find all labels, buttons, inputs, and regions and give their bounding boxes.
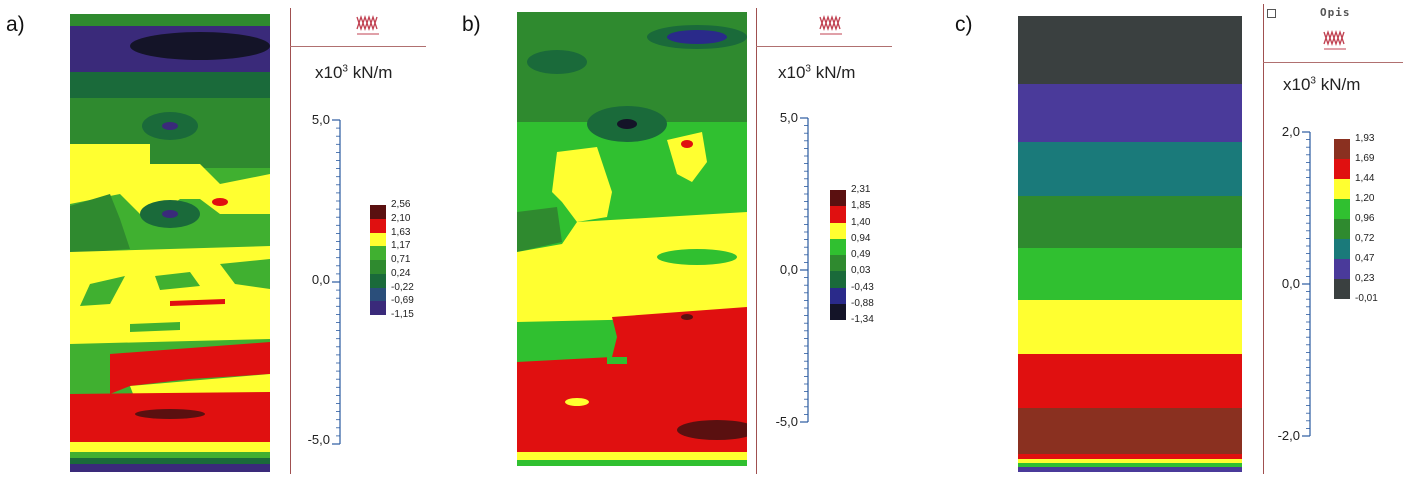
legend-value: 1,93: [1355, 133, 1375, 144]
legend-swatch: [830, 222, 846, 239]
legend-swatch: [1334, 239, 1350, 259]
legend-value: 2,10: [391, 212, 411, 224]
legend-value: 0,94: [851, 232, 871, 244]
legend-swatch: [830, 238, 846, 255]
legend-swatch: [830, 190, 846, 207]
legend-value: 0,24: [391, 267, 411, 279]
legend-swatch: [370, 273, 386, 288]
legend-swatch: [830, 255, 846, 272]
panel-c-header-line: [1263, 62, 1403, 63]
panel-c-legend: 1,93 1,69 1,44 1,20 0,96 0,72 0,47 0,23 -0,01: [1334, 133, 1394, 304]
legend-value: 0,49: [851, 249, 871, 260]
legend-value: 1,20: [1355, 193, 1375, 204]
legend-swatch: [370, 218, 386, 233]
legend-value: 0,03: [851, 265, 871, 277]
axis-tick-label: 5,0: [311, 112, 330, 127]
legend-swatch: [1334, 259, 1350, 279]
panel-c-contour-map: [1018, 16, 1242, 472]
panel-c-units: x103 kN/m: [1283, 75, 1361, 94]
panel-b-units: x103 kN/m: [778, 63, 856, 82]
legend-swatch: [370, 287, 386, 302]
panel-b-header-line: [756, 46, 892, 47]
legend-swatch: [370, 246, 386, 260]
panel-a-header-line: [290, 46, 426, 47]
panel-c-axis: 2,0 0,0 -2,0: [1270, 124, 1330, 444]
zigzag-symbol-icon: [818, 11, 844, 37]
panel-c-header: Opis: [1320, 6, 1351, 19]
collapse-box-icon[interactable]: [1267, 9, 1276, 18]
panel-a-contour-map: [70, 14, 270, 472]
legend-value: -1,15: [391, 309, 414, 320]
legend-swatch: [370, 232, 386, 247]
panel-b-axis: 5,0 0,0 -5,0: [768, 110, 828, 430]
legend-value: -0,22: [391, 281, 414, 293]
axis-tick-label: 0,0: [1281, 276, 1300, 291]
legend-swatch: [1334, 199, 1350, 219]
legend-swatch: [1334, 219, 1350, 239]
legend-value: -0,43: [851, 281, 874, 293]
panel-a-divider: [290, 8, 291, 474]
legend-value: 1,40: [851, 216, 871, 228]
panel-b-legend: 2,31 1,85 1,40 0,94 0,49 0,03 -0,43 -0,88 -1,34: [830, 184, 890, 325]
legend-swatch: [1334, 279, 1350, 299]
legend-value: 0,47: [1355, 253, 1375, 264]
legend-swatch: [370, 205, 386, 219]
legend-value: 0,71: [391, 254, 411, 265]
legend-swatch: [370, 301, 386, 315]
legend-value: 1,44: [1355, 173, 1375, 184]
legend-swatch: [1334, 179, 1350, 199]
legend-value: 0,23: [1355, 273, 1375, 284]
panel-a-units: x103 kN/m: [315, 63, 393, 82]
legend-swatch: [1334, 139, 1350, 159]
legend-swatch: [830, 271, 846, 288]
legend-swatch: [830, 287, 846, 304]
legend-value: 1,17: [391, 240, 411, 252]
legend-value: -0,88: [851, 297, 874, 309]
panel-a-legend: 2,56 2,10 1,63 1,17 0,71 0,24 -0,22 -0,69 -1,15: [370, 199, 430, 320]
legend-swatch: [1334, 159, 1350, 179]
legend-value: 0,96: [1355, 213, 1375, 224]
panel-c-divider: [1263, 4, 1264, 474]
legend-value: -1,34: [851, 314, 874, 325]
legend-value: 1,69: [1355, 153, 1375, 164]
legend-value: 1,63: [391, 226, 411, 238]
panel-b-contour-map: [517, 12, 747, 472]
panel-c-label: c): [955, 13, 973, 36]
legend-value: -0,01: [1355, 293, 1378, 304]
axis-tick-label: -5,0: [775, 414, 798, 429]
zigzag-symbol-icon: [355, 11, 381, 37]
panel-b-divider: [756, 8, 757, 474]
legend-value: -0,69: [391, 295, 414, 307]
axis-tick-label: 0,0: [311, 272, 330, 287]
axis-tick-label: 5,0: [779, 110, 798, 125]
zigzag-symbol-icon: [1322, 26, 1348, 52]
legend-value: 1,85: [851, 200, 871, 212]
axis-tick-label: 0,0: [779, 262, 798, 277]
legend-swatch: [370, 260, 386, 274]
legend-value: 0,72: [1355, 233, 1375, 244]
axis-tick-label: 2,0: [1281, 124, 1300, 139]
legend-swatch: [830, 303, 846, 320]
legend-value: 2,31: [851, 184, 871, 195]
legend-swatch: [830, 206, 846, 223]
panel-a-axis: 5,0 0,0 -5,0: [300, 112, 360, 452]
panel-b-label: b): [462, 13, 481, 36]
panel-a-label: a): [6, 13, 25, 36]
axis-tick-label: -5,0: [307, 432, 330, 447]
legend-value: 2,56: [391, 199, 411, 210]
axis-tick-label: -2,0: [1277, 428, 1300, 443]
